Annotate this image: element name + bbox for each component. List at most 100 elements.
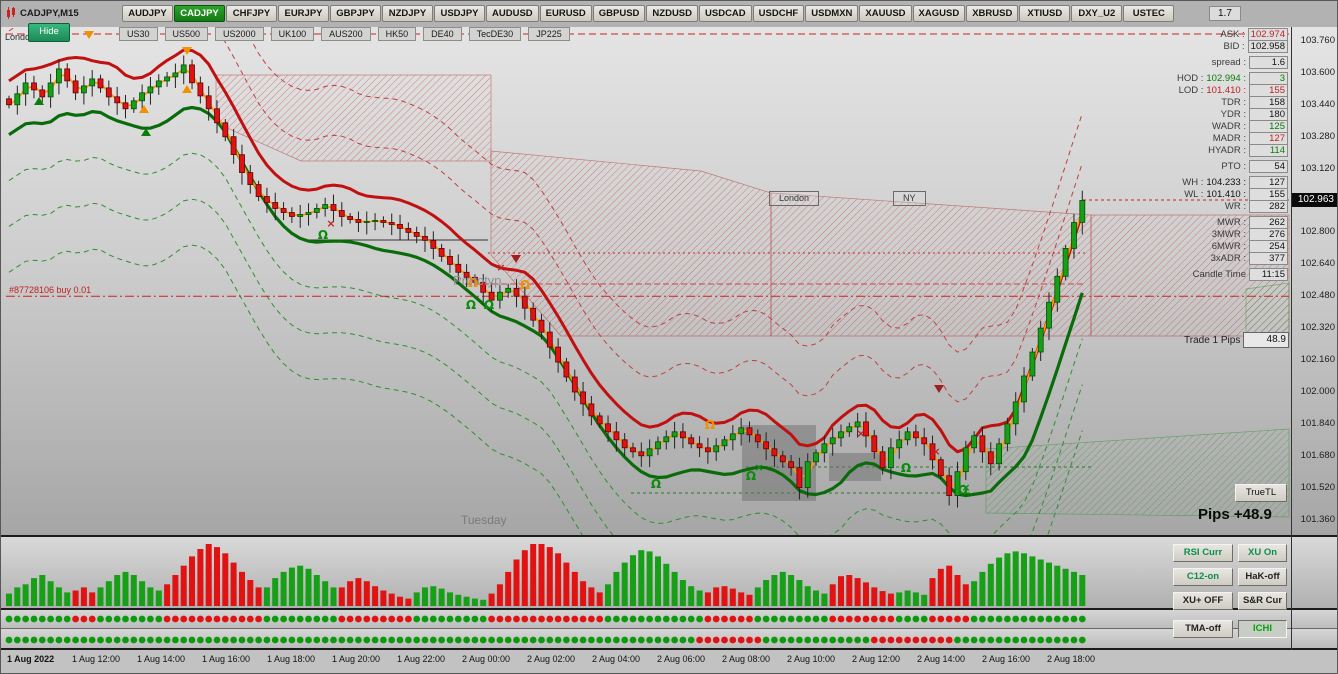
index-tab-hk50[interactable]: HK50 xyxy=(377,27,417,41)
symbol-tab-usdcad[interactable]: USDCAD xyxy=(699,5,752,22)
index-tab-tecde30[interactable]: TecDE30 xyxy=(468,27,522,41)
signal-dot-row1 xyxy=(188,615,196,623)
symbol-tab-audjpy[interactable]: AUDJPY xyxy=(122,5,173,22)
index-tab-jp225[interactable]: JP225 xyxy=(528,27,570,41)
histogram-bar xyxy=(605,584,611,606)
index-tab-us2000[interactable]: US2000 xyxy=(215,27,264,41)
histogram-bar xyxy=(921,594,928,606)
indicator-button-xu-on[interactable]: XU On xyxy=(1238,544,1287,562)
symbol-tab-xagusd[interactable]: XAGUSD xyxy=(912,5,966,22)
symbol-tab-audusd[interactable]: AUDUSD xyxy=(486,5,539,22)
signal-dot-row1 xyxy=(521,615,529,623)
indicator-button-ichi[interactable]: ICHI xyxy=(1238,620,1287,638)
info-label: WL : xyxy=(1184,188,1204,200)
candle-body xyxy=(405,227,412,233)
signal-dot-row1 xyxy=(363,615,371,623)
index-tab-de40[interactable]: DE40 xyxy=(423,27,462,41)
window-separator xyxy=(1,608,1337,610)
info-mid-value: 101.410 : xyxy=(1206,84,1246,96)
symbol-tab-eurjpy[interactable]: EURJPY xyxy=(278,5,329,22)
symbol-tab-ustec[interactable]: USTEC xyxy=(1123,5,1175,22)
indicator-button-tma-off[interactable]: TMA-off xyxy=(1173,620,1233,638)
index-tab-aus200[interactable]: AUS200 xyxy=(321,27,371,41)
signal-dot-row1 xyxy=(746,615,753,623)
price-axis-label: 103.440 xyxy=(1300,99,1335,110)
signal-dot-row2 xyxy=(796,636,803,644)
candle-body xyxy=(130,100,137,110)
histogram-bar xyxy=(638,550,645,606)
histogram-bar xyxy=(713,587,720,606)
indicator-button-xu-off[interactable]: XU+ OFF xyxy=(1173,592,1233,610)
time-label: 1 Aug 2022 xyxy=(7,654,55,664)
signal-dot-row1 xyxy=(787,615,795,623)
signal-dot-row1 xyxy=(970,615,978,623)
cross-signal-icon: × xyxy=(496,261,505,274)
signal-dot-row2 xyxy=(305,636,312,644)
symbol-tab-gbpusd[interactable]: GBPUSD xyxy=(592,5,646,22)
signal-dot-row2 xyxy=(296,636,304,644)
candle-body xyxy=(921,437,928,445)
time-label: 1 Aug 12:00 xyxy=(72,654,121,664)
candle-body xyxy=(330,204,337,211)
symbol-tab-xauusd[interactable]: XAUUSD xyxy=(859,5,912,22)
histogram-bar xyxy=(447,592,453,606)
histogram-bar xyxy=(39,575,46,606)
symbol-tab-chfjpy[interactable]: CHFJPY xyxy=(226,5,277,22)
signal-dot-row2 xyxy=(579,636,587,644)
signal-dot-row2 xyxy=(388,636,396,644)
signal-dot-row1 xyxy=(604,615,612,623)
candle-body xyxy=(31,82,37,91)
symbol-tab-xtiusd[interactable]: XTIUSD xyxy=(1019,5,1071,22)
signal-dot-row1 xyxy=(895,615,903,623)
signal-dot-row2 xyxy=(13,636,21,644)
symbol-tab-usdjpy[interactable]: USDJPY xyxy=(434,5,485,22)
symbol-tab-eurusd[interactable]: EURUSD xyxy=(539,5,592,22)
indicator-button-c12-on[interactable]: C12-on xyxy=(1173,568,1233,586)
candle-body xyxy=(613,431,620,441)
signal-dot-row2 xyxy=(413,636,421,644)
symbol-tab-nzdusd[interactable]: NZDUSD xyxy=(646,5,699,22)
candle-body xyxy=(696,443,703,449)
histogram-bar xyxy=(896,592,903,606)
indicator-button-rsi-curr[interactable]: RSI Curr xyxy=(1173,544,1233,562)
symbol-tab-dxy_u2[interactable]: DXY_U2 xyxy=(1071,5,1123,22)
info-row-6mwr: 6MWR :254 xyxy=(1141,239,1288,253)
indicator-button-hak-off[interactable]: HaK-off xyxy=(1238,568,1287,586)
signal-dot-row2 xyxy=(929,636,936,644)
symbol-tab-cadjpy[interactable]: CADJPY xyxy=(174,5,225,22)
candle-body xyxy=(155,80,162,88)
signal-dot-row2 xyxy=(338,636,346,644)
signal-dot-row1 xyxy=(72,615,79,623)
hide-button[interactable]: Hide xyxy=(28,23,70,42)
signal-dot-row2 xyxy=(937,636,945,644)
symbol-tab-xbrusd[interactable]: XBRUSD xyxy=(966,5,1019,22)
index-tab-uk100[interactable]: UK100 xyxy=(270,27,315,41)
indicator-button-s-r-cur[interactable]: S&R Cur xyxy=(1238,592,1287,610)
index-tab-us500[interactable]: US500 xyxy=(164,27,209,41)
candle-body xyxy=(455,263,462,273)
signal-dot-row1 xyxy=(463,615,470,623)
symbol-tab-gbpjpy[interactable]: GBPJPY xyxy=(330,5,381,22)
symbol-tab-usdchf[interactable]: USDCHF xyxy=(752,5,805,22)
info-row-ydr: YDR :180 xyxy=(1141,107,1288,121)
arrow-down-icon xyxy=(511,255,521,263)
signal-dot-row1 xyxy=(912,615,920,623)
index-tab-us30[interactable]: US30 xyxy=(119,27,158,41)
histogram-bar xyxy=(688,586,695,606)
histogram-bar xyxy=(979,571,986,606)
symbol-tab-usdmxn[interactable]: USDMXN xyxy=(805,5,859,22)
omega-signal-icon: Ω xyxy=(746,469,756,483)
signal-dot-row2 xyxy=(221,636,229,644)
symbol-tab-nzdjpy[interactable]: NZDJPY xyxy=(382,5,433,22)
candle-body xyxy=(255,184,262,198)
candle-body xyxy=(713,445,720,453)
signal-dot-row2 xyxy=(687,636,695,644)
truetl-button[interactable]: TrueTL xyxy=(1235,484,1287,502)
candle-body xyxy=(471,276,478,283)
candle-body xyxy=(413,231,420,237)
cross-signal-icon: × xyxy=(856,427,865,440)
candle-body xyxy=(47,82,54,98)
signal-dot-row2 xyxy=(563,636,570,644)
signal-dot-row1 xyxy=(172,615,179,623)
